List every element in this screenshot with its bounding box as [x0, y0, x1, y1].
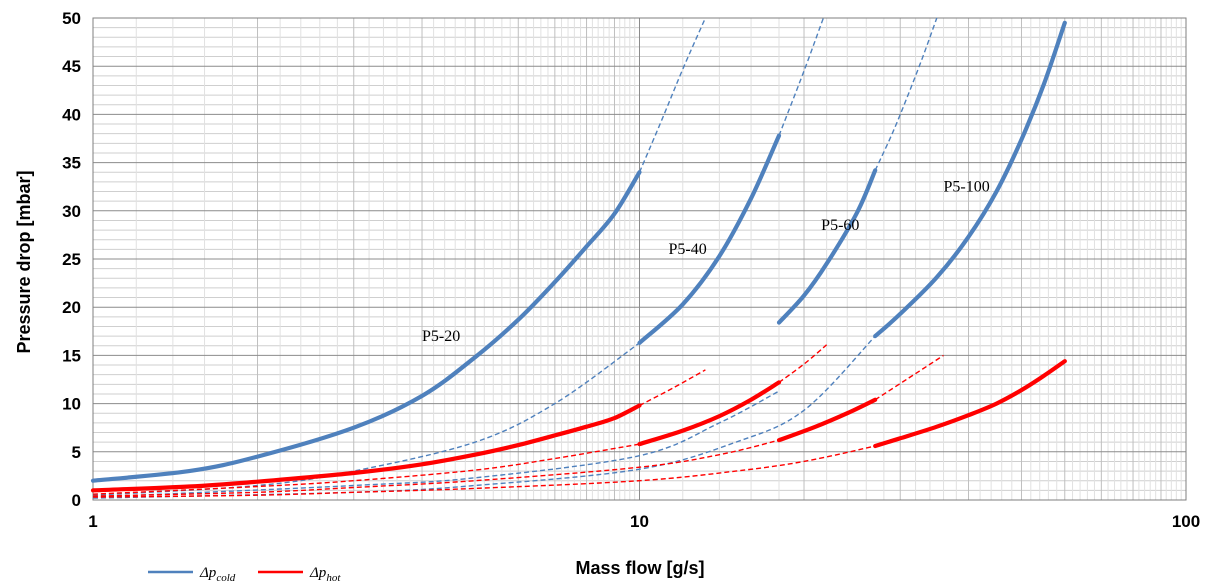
x-tick-label: 10 — [630, 512, 649, 531]
y-tick-label: 25 — [62, 250, 81, 269]
hot-dashed-series-line — [92, 443, 640, 495]
y-tick-label: 10 — [62, 395, 81, 414]
hot-solid-series-line — [776, 397, 878, 443]
y-tick-label: 40 — [62, 105, 81, 124]
legend: Δpcold Δphot — [148, 565, 341, 582]
cold-solid-series-line — [637, 133, 782, 345]
cold-dashed-series-line — [92, 342, 640, 496]
x-tick-label: 1 — [88, 512, 97, 531]
hot-solid-series-line — [873, 359, 1067, 449]
hot-dashed-series-line — [778, 344, 828, 383]
cold-solid-series-line — [873, 20, 1067, 339]
major-gridlines — [92, 17, 1187, 501]
hot-dashed-series-line — [874, 354, 944, 401]
curve-label: P5-20 — [422, 328, 460, 345]
y-tick-label: 20 — [62, 298, 81, 317]
cold-dashed-series-line — [874, 17, 938, 171]
hot-dashed-series-line — [92, 445, 876, 498]
cold-dashed-series-line — [778, 17, 825, 136]
y-tick-label: 30 — [62, 202, 81, 221]
y-tick-label: 15 — [62, 346, 81, 365]
y-tick-label: 50 — [62, 9, 81, 28]
x-axis-title: Mass flow [g/s] — [575, 558, 704, 578]
hot-dashed-series-line — [639, 369, 706, 407]
curve-label: P5-60 — [821, 217, 859, 234]
hot-dashed-series-line — [92, 439, 780, 497]
cold-dashed-series-line — [92, 390, 780, 498]
series-layer — [90, 17, 1067, 499]
hot-solid-series-line — [637, 380, 782, 447]
legend-cold-label: Δpcold — [199, 565, 236, 582]
hot-solid-series-line — [90, 403, 642, 493]
y-tick-label: 35 — [62, 154, 81, 173]
x-tick-label: 100 — [1172, 512, 1200, 531]
x-axis-tick-labels: 1 10 100 — [88, 512, 1200, 531]
y-tick-label: 5 — [72, 443, 81, 462]
cold-solid-series-line — [776, 168, 878, 325]
y-axis-tick-labels: 0 5 10 15 20 25 30 35 40 45 50 — [62, 9, 81, 510]
cold-dashed-series-line — [92, 335, 876, 499]
curve-labels: P5-20 P5-40 P5-60 P5-100 — [422, 179, 990, 345]
curve-label: P5-40 — [669, 241, 707, 258]
y-axis-title: Pressure drop [mbar] — [14, 170, 34, 353]
cold-dashed-series-line — [638, 17, 707, 173]
curve-label: P5-100 — [944, 179, 990, 196]
y-tick-label: 0 — [72, 491, 81, 510]
y-tick-label: 45 — [62, 57, 81, 76]
legend-hot-label: Δphot — [309, 565, 341, 582]
plot-area-frame — [92, 17, 1187, 501]
cold-solid-series-line — [90, 170, 642, 483]
